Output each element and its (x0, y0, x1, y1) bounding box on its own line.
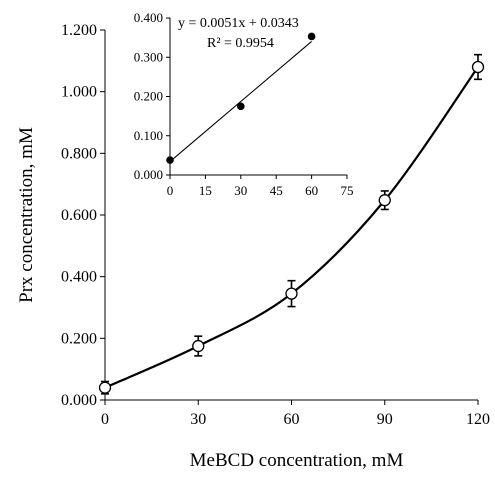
inset-background (108, 8, 363, 211)
inset-y-tick-label: 0.300 (134, 49, 163, 64)
inset-x-tick-label: 75 (341, 183, 354, 198)
inset-x-tick-label: 15 (199, 183, 212, 198)
inset-trendline (169, 41, 312, 162)
main-x-tick-label: 60 (284, 411, 300, 428)
main-x-tick-label: 90 (377, 411, 393, 428)
main-x-tick-label: 0 (101, 411, 109, 428)
inset-y-tick-label: 0.000 (134, 167, 163, 182)
inset-x-tick-label: 60 (305, 183, 318, 198)
inset-y-tick-label: 0.100 (134, 128, 163, 143)
main-x-tick-label: 30 (190, 411, 206, 428)
main-x-axis-title: MeBCD concentration, mM (190, 450, 404, 471)
main-y-tick-label: 0.200 (61, 330, 97, 347)
inset-data-point (166, 156, 174, 164)
inset-x-tick-label: 30 (234, 183, 247, 198)
inset-data-point (237, 102, 245, 111)
inset-y-tick-label: 0.400 (134, 10, 163, 25)
main-y-axis-title: Prx concentration, mM (16, 127, 37, 303)
main-y-tick-label: 1.000 (61, 84, 97, 101)
main-y-tick-label: 0.600 (61, 207, 97, 224)
main-y-tick-label: 1.200 (61, 22, 97, 39)
main-y-tick-label: 0.800 (61, 145, 97, 162)
main-data-point (98, 381, 112, 394)
inset-y-tick-label: 0.200 (134, 89, 163, 104)
main-y-tick-label: 0.400 (61, 269, 97, 286)
inset-x-tick-label: 0 (167, 183, 174, 198)
main-x-tick-label: 120 (466, 411, 490, 428)
inset-x-tick-label: 45 (270, 183, 283, 198)
main-data-point (285, 287, 298, 300)
main-data-point (471, 60, 485, 74)
main-data-point (192, 339, 205, 353)
r-squared-label: R² = 0.9954 (207, 36, 274, 51)
inset-data-point (307, 32, 316, 41)
trendline-equation: y = 0.0051x + 0.0343 (178, 16, 299, 31)
main-data-point (378, 194, 391, 207)
main-y-tick-label: 0.000 (61, 392, 97, 409)
